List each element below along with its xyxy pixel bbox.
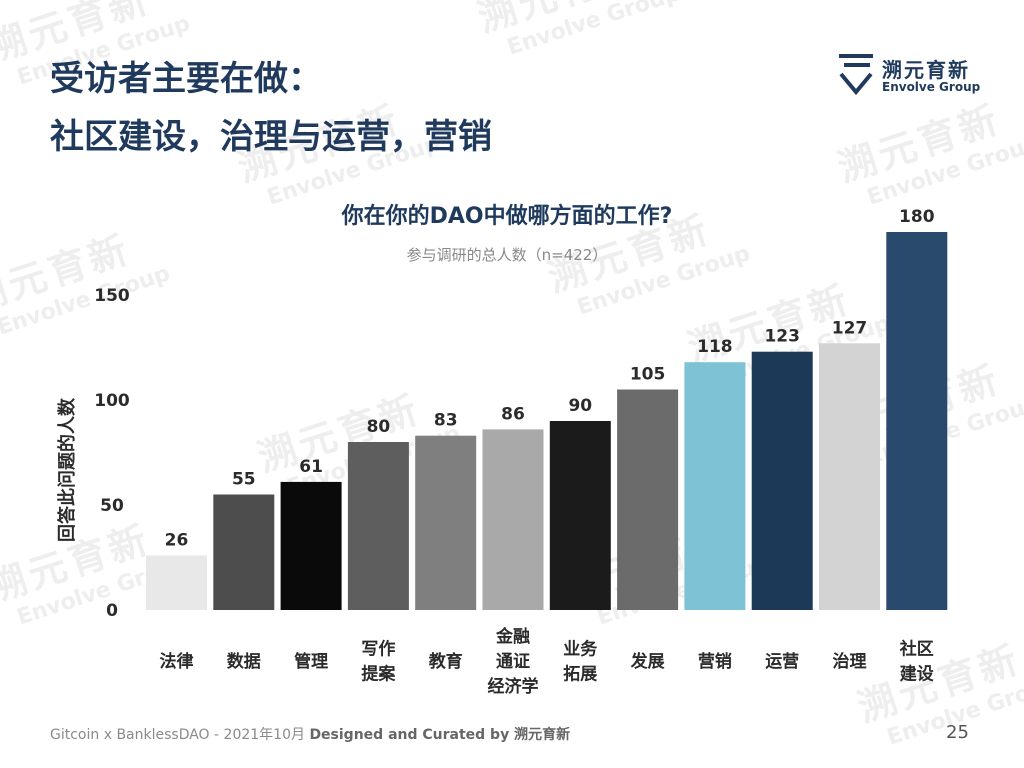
y-axis-label: 回答此问题的人数 — [56, 397, 78, 542]
y-tick-label: 50 — [100, 496, 124, 516]
y-tick-label: 0 — [106, 601, 118, 621]
category-label: 通证 — [496, 652, 530, 672]
logo-name-en: Envolve Group — [882, 80, 981, 94]
slide-title-line-1: 受访者主要在做： — [50, 59, 322, 99]
category-label: 管理 — [294, 651, 328, 672]
bar — [415, 435, 477, 610]
bar-value-label: 26 — [165, 530, 189, 550]
bar — [213, 494, 275, 610]
bar-value-label: 80 — [367, 417, 391, 437]
category-label: 营销 — [698, 651, 732, 672]
slide-title-line-2: 社区建设，治理与运营，营销 — [50, 117, 492, 157]
footer-credit-bold: Designed and Curated by 溯元育新 — [309, 727, 571, 743]
bar-value-label: 118 — [697, 337, 733, 357]
category-label: 写作 — [361, 639, 395, 660]
category-label: 拓展 — [563, 665, 597, 685]
category-label: 经济学 — [488, 676, 539, 697]
envolve-logo-icon — [839, 54, 873, 96]
footer-credit: Gitcoin x BanklessDAO - 2021年10月 Designe… — [50, 724, 570, 744]
bar — [549, 421, 611, 610]
page-number: 25 — [946, 722, 969, 743]
bar-value-label: 127 — [832, 318, 868, 338]
brand-logo: 溯元育新 Envolve Group — [838, 52, 988, 100]
bar-value-label: 123 — [764, 327, 800, 347]
bar-value-label: 105 — [630, 365, 666, 385]
bar-value-label: 90 — [568, 396, 592, 416]
category-label: 数据 — [227, 651, 261, 672]
category-label: 法律 — [160, 651, 194, 672]
category-label: 社区 — [899, 639, 934, 660]
y-tick-label: 150 — [94, 286, 130, 306]
bar — [819, 343, 880, 610]
bar-value-label: 180 — [899, 207, 935, 227]
category-label: 治理 — [833, 651, 867, 672]
bar — [482, 429, 544, 610]
bar — [347, 442, 409, 610]
bar — [617, 389, 679, 610]
logo-name-zh: 溯元育新 — [882, 58, 970, 82]
bar-value-label: 86 — [501, 404, 525, 424]
bar — [751, 351, 813, 610]
category-label: 教育 — [428, 651, 463, 672]
slide-title: 受访者主要在做： 社区建设，治理与运营，营销 — [50, 50, 492, 166]
bar — [146, 555, 207, 610]
category-label: 运营 — [765, 651, 799, 672]
bar-value-label: 55 — [232, 470, 256, 490]
category-label: 提案 — [361, 664, 396, 685]
footer-prefix: Gitcoin x BanklessDAO - 2021年10月 — [50, 727, 310, 743]
category-label: 建设 — [900, 664, 934, 685]
category-label: 业务 — [563, 639, 598, 660]
y-tick-label: 100 — [94, 391, 130, 411]
category-label: 发展 — [630, 651, 665, 672]
bar — [684, 362, 746, 610]
chart-title: 你在你的DAO中做哪方面的工作? — [341, 204, 673, 229]
bar-value-label: 83 — [434, 411, 458, 431]
bar-value-label: 61 — [299, 457, 323, 477]
bar — [280, 481, 342, 610]
category-label: 金融 — [495, 626, 530, 647]
chart-subtitle: 参与调研的总人数（n=422） — [406, 246, 608, 264]
bar — [886, 232, 948, 610]
